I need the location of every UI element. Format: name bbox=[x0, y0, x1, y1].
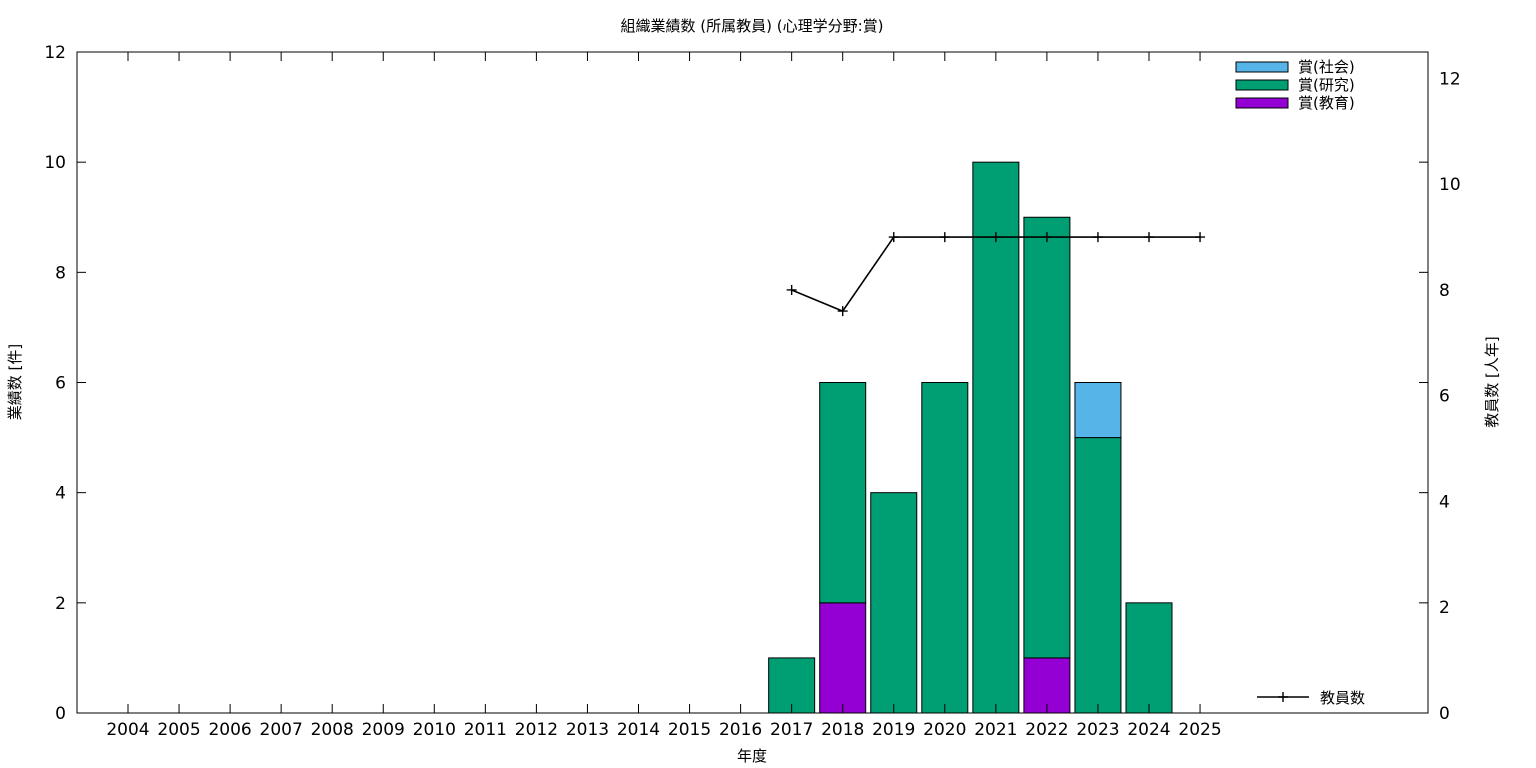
line-point-2021 bbox=[990, 232, 1001, 243]
y2-axis-label: 教員数 [人年] bbox=[1483, 336, 1501, 427]
legend-label-line: 教員数 bbox=[1320, 689, 1365, 707]
bar-2018-series-1 bbox=[819, 382, 867, 604]
bar-2022-series-0 bbox=[1023, 657, 1071, 714]
bar-2023-series-1 bbox=[1074, 437, 1122, 714]
line-point-2024 bbox=[1144, 232, 1154, 243]
line-group bbox=[786, 232, 1206, 317]
bar-2022-series-1 bbox=[1023, 216, 1071, 659]
y-tick-label: 10 bbox=[44, 153, 66, 173]
line-point-2023 bbox=[1092, 232, 1103, 243]
y2-tick-label: 0 bbox=[1439, 704, 1450, 724]
legend-swatch-0 bbox=[1235, 97, 1289, 109]
plot-frame bbox=[76, 51, 1429, 714]
y-tick-label: 4 bbox=[55, 484, 66, 504]
y2-tick-label: 4 bbox=[1439, 492, 1450, 512]
x-tick-label: 2008 bbox=[311, 720, 354, 740]
bar-2020-series-1 bbox=[921, 382, 969, 714]
y-tick-label: 2 bbox=[55, 594, 66, 614]
line-point-2022 bbox=[1041, 232, 1052, 243]
x-tick-label: 2021 bbox=[974, 720, 1017, 740]
line-point-2019 bbox=[888, 232, 899, 243]
line-point-2017 bbox=[786, 284, 797, 295]
legend-label-1: 賞(研究) bbox=[1298, 76, 1355, 94]
x-tick-label: 2004 bbox=[106, 720, 149, 740]
ticks-group: 0 2 4 6 8 10 12 0 2 4 6 8 10 12 2004 2005 2006 2007 2008 20… bbox=[44, 43, 1460, 740]
x-tick-label: 2020 bbox=[923, 720, 966, 740]
y2-tick-label: 12 bbox=[1439, 69, 1461, 89]
line-point-2020 bbox=[939, 232, 950, 243]
y-tick-label: 12 bbox=[44, 43, 66, 63]
legend-label-0: 賞(教育) bbox=[1298, 94, 1355, 112]
bar-2021-series-1 bbox=[972, 161, 1020, 714]
legend-line-marker bbox=[1278, 692, 1288, 702]
x-tick-label: 2023 bbox=[1076, 720, 1119, 740]
x-tick-label: 2016 bbox=[719, 720, 762, 740]
y-axis-label: 業績数 [件] bbox=[6, 344, 24, 420]
x-tick-label: 2025 bbox=[1178, 720, 1221, 740]
x-tick-label: 2012 bbox=[515, 720, 558, 740]
x-tick-label: 2006 bbox=[208, 720, 251, 740]
x-axis-label: 年度 bbox=[737, 747, 767, 765]
x-tick-label: 2007 bbox=[260, 720, 303, 740]
x-tick-label: 2015 bbox=[668, 720, 711, 740]
y-tick-label: 6 bbox=[55, 374, 66, 394]
legend-swatch-2 bbox=[1235, 61, 1289, 73]
legend-label-2: 賞(社会) bbox=[1298, 58, 1355, 76]
legend-swatch-1 bbox=[1235, 79, 1289, 91]
x-tick-label: 2024 bbox=[1127, 720, 1170, 740]
line-point-2018 bbox=[837, 306, 848, 317]
bar-2023-series-2 bbox=[1074, 382, 1122, 439]
x-tick-label: 2005 bbox=[157, 720, 200, 740]
x-tick-label: 2011 bbox=[464, 720, 507, 740]
chart-title: 組織業績数 (所属教員) (心理学分野:賞) bbox=[621, 17, 884, 35]
x-tick-label: 2019 bbox=[872, 720, 915, 740]
bar-2019-series-1 bbox=[870, 492, 918, 714]
y2-tick-label: 8 bbox=[1439, 281, 1450, 301]
bars-group bbox=[768, 161, 1173, 714]
bar-2018-series-0 bbox=[819, 602, 867, 714]
x-tick-label: 2022 bbox=[1025, 720, 1068, 740]
y-tick-label: 0 bbox=[55, 704, 66, 724]
x-tick-label: 2017 bbox=[770, 720, 813, 740]
legend: 賞(社会)賞(研究)賞(教育) 教員数 bbox=[1235, 58, 1365, 707]
x-tick-label: 2009 bbox=[362, 720, 405, 740]
x-tick-label: 2013 bbox=[566, 720, 609, 740]
y-tick-label: 8 bbox=[55, 263, 66, 283]
y2-tick-label: 10 bbox=[1439, 175, 1461, 195]
x-tick-label: 2010 bbox=[413, 720, 456, 740]
bar-2024-series-1 bbox=[1125, 602, 1173, 714]
line-point-2025 bbox=[1195, 232, 1206, 243]
bar-2017-series-1 bbox=[768, 657, 816, 714]
x-tick-label: 2018 bbox=[821, 720, 864, 740]
y2-tick-label: 6 bbox=[1439, 387, 1450, 407]
y2-tick-label: 2 bbox=[1439, 598, 1450, 618]
x-tick-label: 2014 bbox=[617, 720, 660, 740]
